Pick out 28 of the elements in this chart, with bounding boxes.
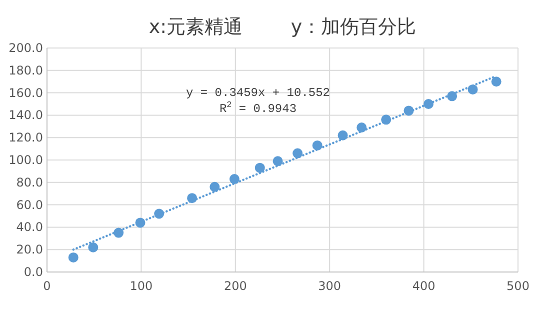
y-tick-label: 180.0 bbox=[8, 63, 43, 78]
point bbox=[229, 174, 240, 184]
point bbox=[272, 156, 283, 166]
point bbox=[68, 252, 78, 262]
chart-title: x:元素精通 y：加伤百分比 bbox=[148, 16, 416, 38]
point bbox=[254, 162, 265, 173]
point bbox=[491, 76, 502, 87]
x-tick-label: 0 bbox=[43, 279, 51, 293]
point bbox=[88, 242, 98, 252]
x-tick-label: 200 bbox=[224, 279, 247, 293]
x-tick-label: 100 bbox=[130, 279, 153, 293]
y-tick-label: 40.0 bbox=[16, 220, 43, 234]
annotation: y = 0.3459x + 10.552 bbox=[186, 86, 330, 100]
annotation: R$^{2}$ = 0.9943 bbox=[219, 100, 297, 116]
x-tick-label: 400 bbox=[412, 279, 436, 293]
y-tick-label: 60.0 bbox=[16, 198, 43, 212]
y-tick-label: 20.0 bbox=[16, 242, 43, 257]
y-tick-label: 0.0 bbox=[24, 265, 43, 279]
x-tick-label: 500 bbox=[506, 279, 530, 293]
y-tick-label: 80.0 bbox=[16, 175, 43, 190]
y-tick-label: 120.0 bbox=[8, 130, 43, 145]
y-tick-label: 200.0 bbox=[8, 41, 43, 55]
y-tick-label: 100.0 bbox=[8, 153, 43, 167]
y-tick-label: 160.0 bbox=[8, 86, 43, 100]
y-tick-label: 140.0 bbox=[8, 108, 43, 122]
point bbox=[210, 182, 220, 192]
point bbox=[292, 148, 303, 158]
x-tick-label: 300 bbox=[318, 279, 342, 293]
